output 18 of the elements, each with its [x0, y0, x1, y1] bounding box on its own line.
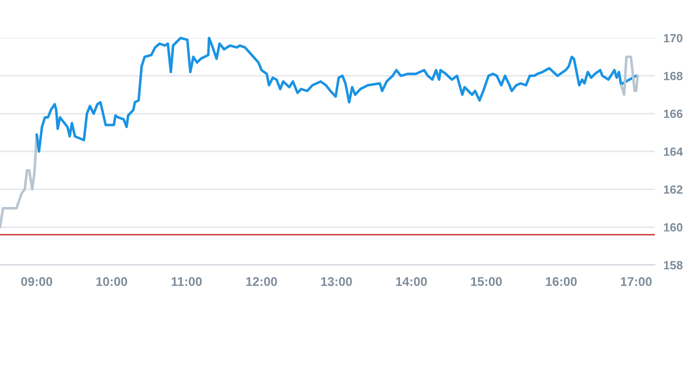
x-tick-label: 16:00 [546, 277, 577, 286]
x-tick-label: 13:00 [321, 277, 352, 286]
y-tick-label: 170 [664, 34, 682, 42]
y-tick-label: 158 [664, 261, 683, 270]
x-tick-label: 09:00 [21, 277, 52, 286]
y-tick-label: 160 [664, 223, 682, 232]
x-tick-label: 11:00 [172, 277, 202, 286]
line-series [620, 56, 639, 96]
x-tick-label: 12:00 [246, 277, 277, 286]
y-tick-label: 168 [664, 72, 683, 80]
y-tick-label: 162 [664, 185, 682, 194]
x-tick-label: 15:00 [471, 277, 502, 286]
x-tick-label: 10:00 [96, 277, 128, 286]
x-tick-label: 17:00 [620, 277, 652, 286]
y-tick-label: 166 [664, 110, 682, 118]
line-series [35, 36, 638, 153]
x-tick-label: 14:00 [396, 277, 427, 286]
y-tick-label: 164 [664, 148, 683, 156]
